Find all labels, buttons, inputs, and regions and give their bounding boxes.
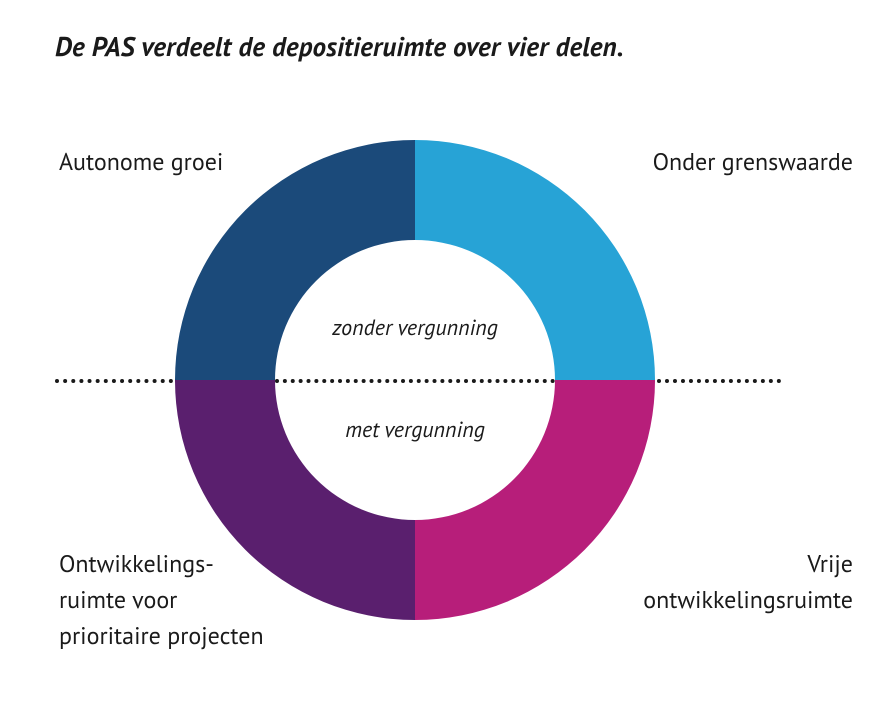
chart-title: De PAS verdeelt de depositieruimte over …	[55, 30, 624, 64]
page: De PAS verdeelt de depositieruimte over …	[0, 0, 878, 702]
quadrant-label-bottom-left: Ontwikkelings-ruimte voorprioritaire pro…	[59, 546, 319, 654]
divider-dotted-left	[55, 379, 173, 383]
center-label-bottom: met vergunning	[275, 416, 555, 444]
divider-dotted-right	[657, 379, 781, 383]
chart-area: zonder vergunning met vergunning Autonom…	[55, 140, 781, 640]
quadrant-label-top-right: Onder grenswaarde	[553, 144, 853, 180]
center-label-top: zonder vergunning	[275, 314, 555, 342]
quadrant-label-bottom-right: Vrijeontwikkelingsruimte	[573, 546, 853, 618]
quadrant-label-top-left: Autonome groei	[59, 144, 319, 180]
